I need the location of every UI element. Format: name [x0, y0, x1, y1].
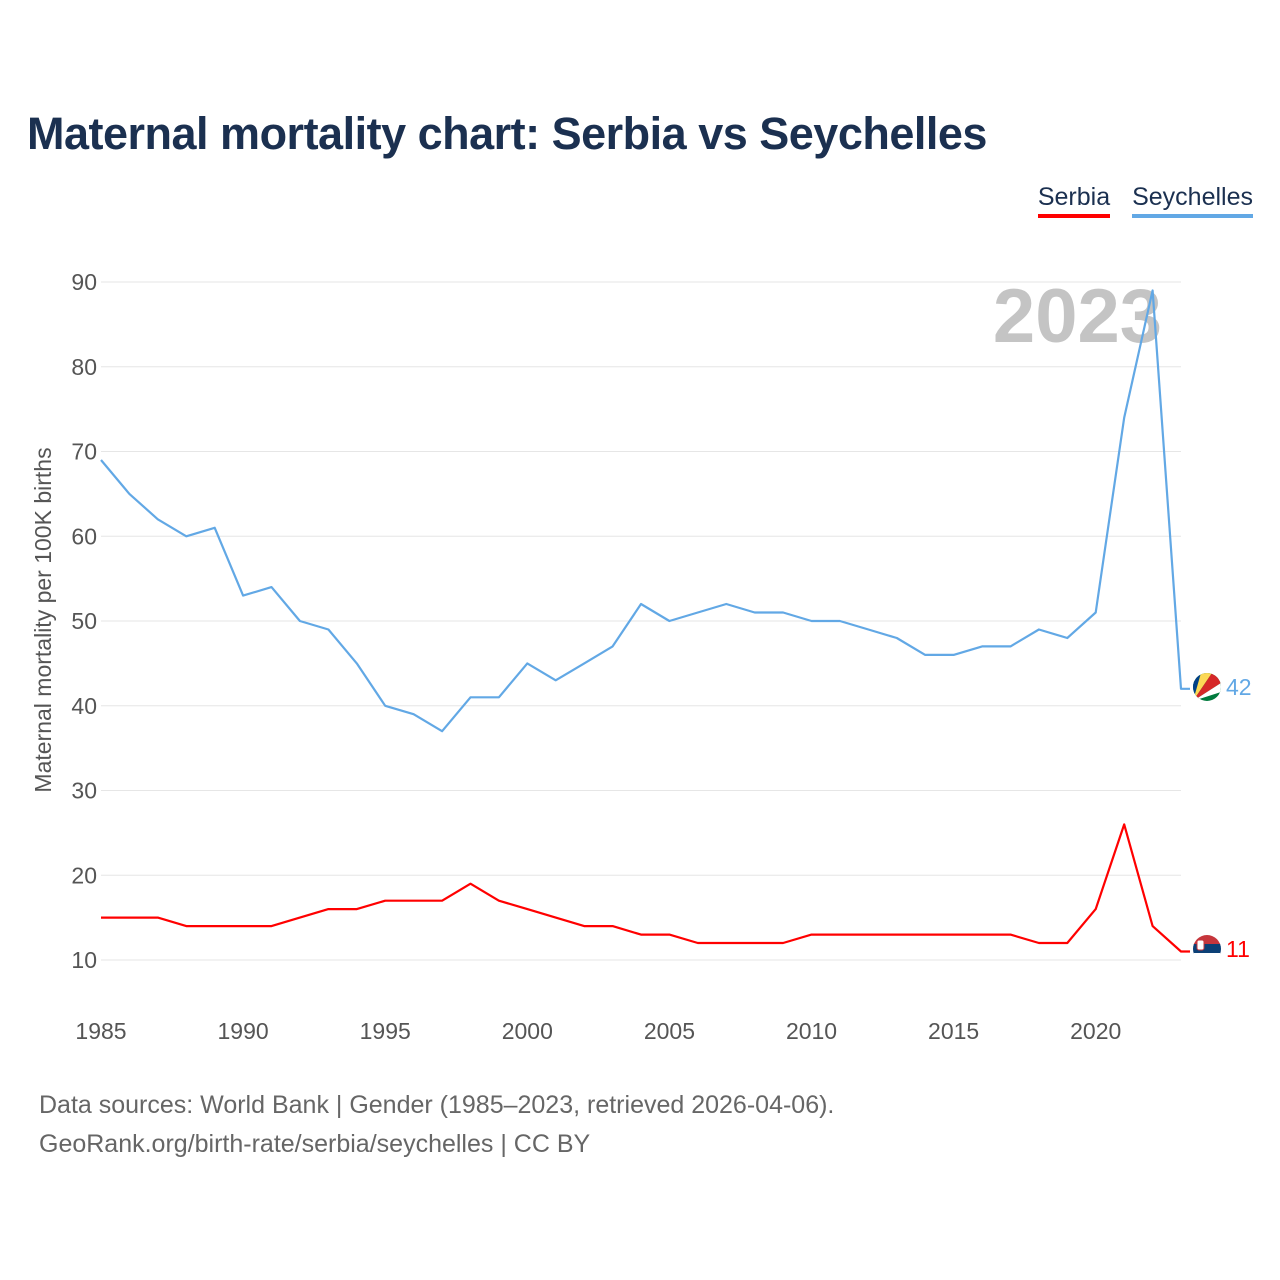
legend-item-seychelles[interactable]: Seychelles: [1132, 183, 1253, 218]
serbia-end-value: 11: [1226, 936, 1250, 962]
series-lines: [100, 289, 1190, 953]
y-tick-label: 40: [71, 693, 97, 719]
x-tick-label: 2020: [1070, 1018, 1121, 1044]
year-watermark: 2023: [993, 274, 1162, 359]
y-tick-label: 10: [71, 947, 97, 973]
source-link[interactable]: GeoRank.org/birth-rate/serbia/seychelles…: [39, 1130, 591, 1158]
x-tick-label: 2010: [786, 1018, 837, 1044]
y-tick-label: 30: [71, 778, 97, 804]
y-axis-label: Maternal mortality per 100K births: [30, 447, 56, 792]
y-tick-label: 90: [71, 269, 97, 295]
gridlines: [101, 281, 1181, 961]
serbia-flag-icon: [1193, 935, 1221, 963]
x-tick-label: 1995: [360, 1018, 411, 1044]
series-line-seychelles[interactable]: [100, 289, 1190, 733]
footer: Data sources: World Bank | Gender (1985–…: [39, 1086, 834, 1164]
x-tick-label: 1985: [75, 1018, 126, 1044]
legend-item-serbia[interactable]: Serbia: [1037, 183, 1111, 218]
x-tick-label: 2015: [928, 1018, 979, 1044]
line-chart: 10 20 30 40 50 60 70 80 90 1985 1990 1995 2000 2005 2…: [30, 269, 1252, 1044]
x-tick-label: 1990: [218, 1018, 269, 1044]
y-tick-label: 20: [71, 862, 97, 888]
y-tick-label: 50: [71, 608, 97, 634]
y-tick-label: 70: [71, 439, 97, 465]
y-tick-label: 60: [71, 523, 97, 549]
seychelles-end-value: 42: [1226, 674, 1252, 700]
x-tick-label: 2005: [644, 1018, 695, 1044]
x-tick-label: 2000: [502, 1018, 553, 1044]
y-tick-label: 80: [71, 354, 97, 380]
data-source-note: Data sources: World Bank | Gender (1985–…: [39, 1091, 835, 1119]
seychelles-flag-icon: [1193, 673, 1221, 701]
legend: Serbia Seychelles: [1037, 183, 1253, 218]
series-line-serbia[interactable]: [101, 823, 1190, 953]
chart-title: Maternal mortality chart: Serbia vs Seyc…: [27, 108, 987, 159]
x-axis-ticks: 1985 1990 1995 2000 2005 2010 2015 2020: [75, 1018, 1121, 1044]
y-axis-ticks: 10 20 30 40 50 60 70 80 90: [71, 269, 97, 973]
